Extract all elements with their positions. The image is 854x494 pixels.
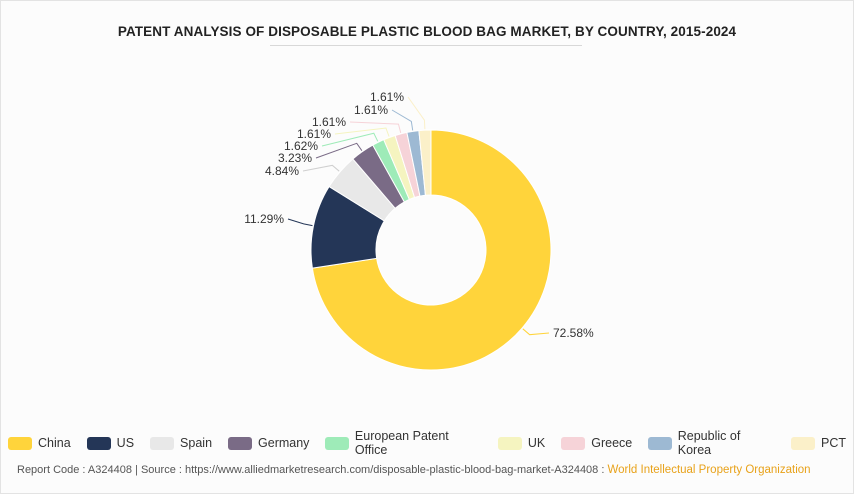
legend-label: PCT: [821, 436, 846, 450]
legend-label: China: [38, 436, 71, 450]
legend-swatch: [497, 436, 522, 450]
legend-swatch: [791, 436, 815, 450]
footer-separator: |: [135, 464, 138, 476]
legend-item-spain[interactable]: Spain: [150, 436, 212, 450]
slices-group: [310, 129, 552, 371]
labels-group: 72.58%11.29%4.84%3.23%1.62%1.61%1.61%1.6…: [244, 90, 594, 340]
data-label-european-patent-office: 1.62%: [284, 139, 318, 153]
legend-item-european-patent-office[interactable]: European Patent Office: [325, 429, 481, 457]
leader-uk: [334, 127, 390, 137]
footer: Report Code : A324408 | Source : https:/…: [17, 464, 811, 476]
data-label-germany: 3.23%: [278, 151, 312, 165]
leader-china: [522, 328, 550, 336]
legend-label: Spain: [180, 436, 213, 450]
legend-swatch: [86, 436, 111, 450]
data-label-uk: 1.61%: [297, 127, 331, 141]
legend-label: UK: [527, 436, 546, 450]
leader-spain: [302, 164, 340, 172]
legend-item-uk[interactable]: UK: [497, 436, 546, 450]
legend-swatch: [8, 436, 32, 450]
legend-swatch: [325, 436, 349, 450]
leaders-group: [287, 96, 550, 336]
legend-item-greece[interactable]: Greece: [561, 436, 632, 450]
legend-swatch: [150, 436, 175, 450]
report-code: Report Code : A324408: [17, 464, 132, 476]
title-underline: [270, 45, 582, 46]
leader-european-patent-office: [321, 132, 379, 147]
chart-legend: China US Spain Germany European Patent Offic…: [0, 429, 854, 457]
slice-china[interactable]: [311, 129, 552, 371]
leader-germany: [315, 142, 363, 159]
legend-label: Republic of Korea: [677, 429, 741, 457]
data-label-pct: 1.61%: [370, 90, 404, 104]
data-label-greece: 1.61%: [312, 115, 346, 129]
data-label-spain: 4.84%: [265, 164, 299, 178]
data-label-china: 72.58%: [553, 326, 594, 340]
source-colon: :: [601, 464, 605, 476]
legend-label: European Patent Office: [354, 429, 449, 457]
legend-swatch: [561, 436, 586, 450]
legend-label: US: [116, 436, 135, 450]
legend-item-republic-of-korea[interactable]: Republic of Korea: [648, 429, 775, 457]
legend-item-us[interactable]: US: [86, 436, 135, 450]
source-link[interactable]: Source : https://www.alliedmarketresearc…: [140, 464, 599, 476]
legend-item-pct[interactable]: PCT: [791, 436, 846, 450]
donut-chart: 72.58%11.29%4.84%3.23%1.62%1.61%1.61%1.6…: [244, 90, 594, 371]
leader-us: [287, 218, 313, 227]
leader-republic-of-korea: [391, 109, 414, 131]
legend-item-germany[interactable]: Germany: [228, 436, 309, 450]
legend-swatch: [648, 436, 672, 450]
legend-item-china[interactable]: China: [8, 436, 71, 450]
legend-label: Greece: [591, 436, 633, 450]
leader-greece: [349, 121, 402, 133]
slice-pct[interactable]: [418, 129, 432, 196]
leader-pct: [407, 96, 426, 130]
source-org: World Intellectual Property Organization: [607, 464, 811, 476]
legend-swatch: [228, 436, 253, 450]
legend-label: Germany: [258, 436, 310, 450]
data-label-us: 11.29%: [244, 212, 284, 226]
data-label-republic-of-korea: 1.61%: [354, 103, 388, 117]
chart-title: PATENT ANALYSIS OF DISPOSABLE PLASTIC BL…: [117, 24, 737, 39]
